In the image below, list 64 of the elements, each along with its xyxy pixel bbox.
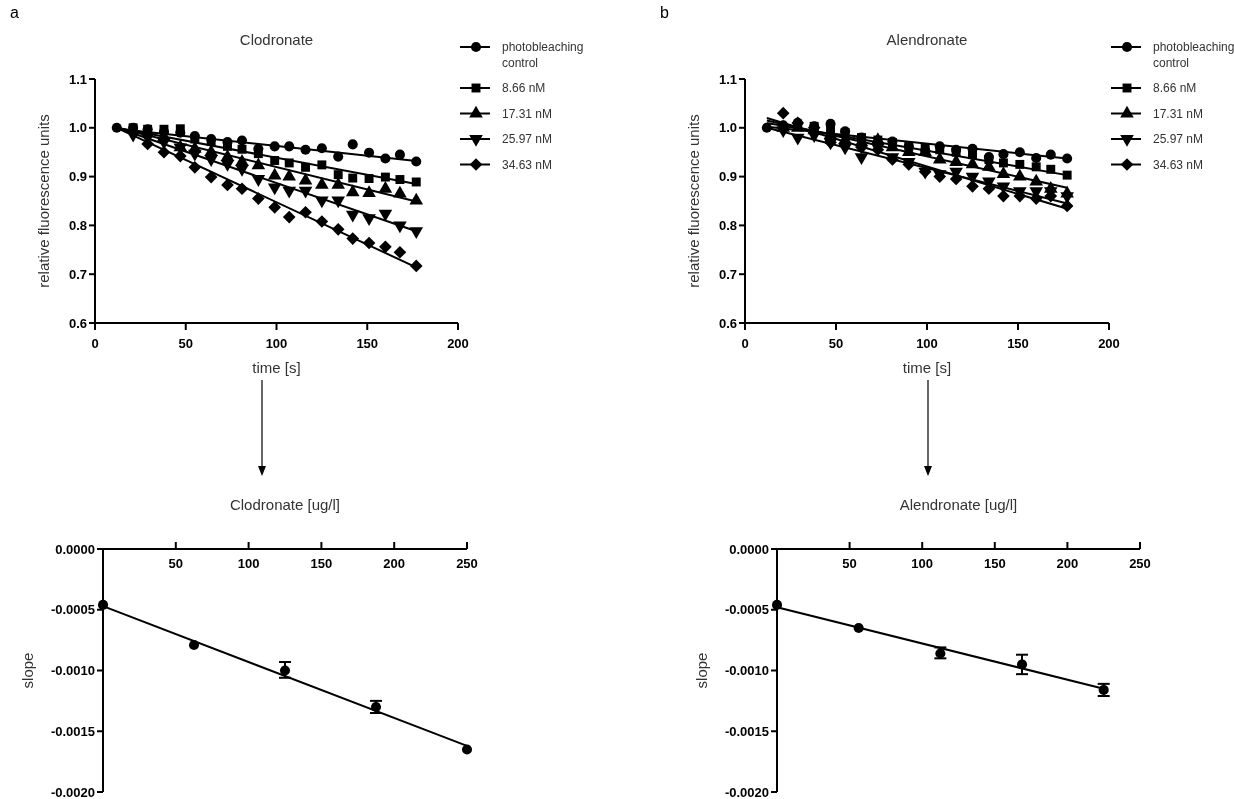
x-tick-label: 250 [456, 555, 478, 571]
y-tick-label: -0.0010 [724, 663, 769, 679]
chart-title: Alendronate [886, 31, 968, 48]
y-tick-label: -0.0010 [50, 663, 95, 679]
y-tick-label: 0.8 [718, 217, 737, 233]
x-tick-label: 50 [828, 335, 844, 351]
legend-label: 25.97 nM [502, 132, 553, 147]
legend-label: 34.63 nM [502, 157, 553, 172]
x-tick-label: 0 [91, 335, 99, 351]
x-tick-label: 50 [178, 335, 193, 351]
y-tick-label: 0.0000 [729, 541, 769, 557]
y-tick-label: -0.0020 [50, 784, 95, 799]
y-tick-label: 0.6 [718, 315, 737, 331]
legend-label: 8.66 nM [502, 81, 546, 96]
x-tick-label: 200 [1056, 555, 1079, 571]
x-tick-label: 150 [983, 555, 1006, 571]
x-tick-label: 200 [447, 335, 469, 351]
x-tick-label: 200 [1098, 335, 1120, 351]
chart-title: Clodronate [239, 31, 314, 48]
y-tick-label: 0.9 [68, 169, 87, 185]
y-tick-label: -0.0015 [724, 723, 769, 739]
x-tick-label: 100 [916, 335, 938, 351]
y-tick-label: 0.7 [68, 266, 87, 282]
text: b [660, 4, 669, 21]
y-tick-label: 1.0 [718, 120, 737, 136]
chart-title: Clodronate [ug/l] [229, 496, 341, 513]
x-tick-label: 200 [383, 555, 406, 571]
x-tick-label: 50 [842, 555, 857, 571]
y-tick-label: -0.0015 [50, 723, 95, 739]
x-tick-label: 100 [265, 335, 288, 351]
y-tick-label: 0.8 [68, 217, 87, 233]
x-tick-label: 50 [168, 555, 184, 571]
y-tick-label: 1.1 [68, 71, 87, 87]
legend-label: 8.66 nM [1153, 81, 1197, 96]
legend-label: 17.31 nM [1153, 106, 1204, 121]
y-tick-label: -0.0020 [724, 784, 769, 799]
x-tick-label: 0 [741, 335, 749, 351]
x-tick-label: 100 [911, 555, 934, 571]
y-tick-label: 0.9 [718, 169, 737, 185]
y-axis-title: slope [18, 652, 36, 689]
x-tick-label: 150 [1007, 335, 1029, 351]
legend-label: photobleaching control [502, 40, 584, 70]
legend-label: 25.97 nM [1153, 132, 1204, 147]
text: a [10, 4, 19, 21]
y-tick-label: -0.0005 [50, 602, 95, 618]
y-tick-label: 0.0000 [55, 541, 95, 557]
y-tick-label: 0.7 [718, 266, 737, 282]
y-axis-title: relative fluorescence units [685, 114, 702, 288]
x-tick-label: 250 [1129, 555, 1151, 571]
y-tick-label: 1.1 [718, 71, 737, 87]
legend-label: photobleaching control [1153, 40, 1234, 70]
y-tick-label: 0.6 [68, 315, 87, 331]
legend-label: 17.31 nM [502, 106, 553, 121]
x-tick-label: 100 [237, 555, 260, 571]
x-tick-label: 150 [356, 335, 379, 351]
chart-title: Alendronate [ug/l] [899, 496, 1018, 513]
x-axis-title: time [s] [902, 359, 952, 376]
y-axis-title: slope [692, 652, 710, 689]
y-axis-title: relative fluorescence units [35, 114, 52, 288]
x-axis-title: time [s] [252, 359, 301, 376]
legend-label: 34.63 nM [1153, 157, 1204, 172]
x-tick-label: 150 [310, 555, 333, 571]
y-tick-label: -0.0005 [724, 602, 769, 618]
y-tick-label: 1.0 [68, 120, 87, 136]
